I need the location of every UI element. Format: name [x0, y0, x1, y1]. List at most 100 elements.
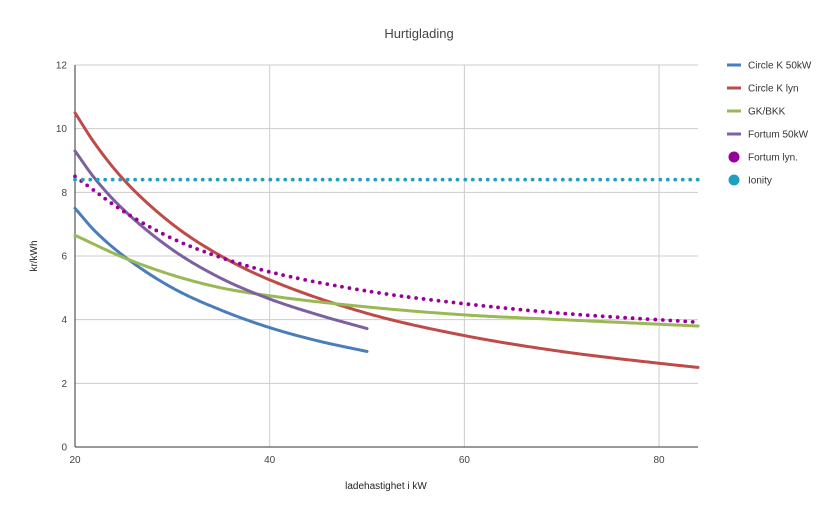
series-dot	[118, 177, 123, 182]
series-dot	[223, 257, 228, 261]
series-dot	[643, 177, 647, 182]
series-dot	[623, 315, 628, 320]
x-tick-label: 60	[459, 455, 471, 466]
series-dot	[660, 318, 665, 322]
series-dot	[680, 177, 685, 182]
series-dot	[690, 319, 695, 324]
series-dot	[399, 294, 404, 299]
series-dot	[320, 177, 325, 182]
series-dot	[365, 177, 370, 182]
series-dot	[155, 177, 160, 182]
series-dot	[167, 235, 172, 240]
series-dot	[395, 177, 400, 182]
legend-label: Circle K 50kW	[748, 61, 812, 72]
series-1	[73, 111, 700, 369]
series-dot	[575, 177, 580, 182]
legend: Circle K 50kW Circle K lyn GK/BKK Fortum 50…	[727, 61, 812, 187]
series-dot	[568, 177, 573, 182]
legend-label: Fortum lyn.	[748, 153, 798, 164]
series-4	[73, 174, 695, 324]
series-dot	[425, 177, 430, 182]
series-dot	[343, 177, 347, 182]
series-dot	[593, 313, 598, 318]
series-dot	[283, 177, 288, 182]
series-dot	[134, 217, 139, 222]
series-dot	[230, 177, 235, 182]
series-dot	[355, 287, 359, 292]
series-dot	[418, 177, 423, 182]
series-dot	[540, 309, 545, 314]
legend-marker	[728, 151, 740, 163]
x-tick-labels: 20 40 60 80	[69, 455, 665, 466]
series-line	[73, 233, 700, 328]
series-dot	[695, 177, 700, 182]
series-dot	[380, 177, 385, 182]
series-dot	[421, 297, 426, 301]
series-dot	[553, 177, 557, 182]
series-dot	[548, 310, 553, 315]
series-dot	[223, 177, 228, 182]
series-dot	[688, 177, 693, 182]
series-dot	[615, 315, 620, 320]
series-dot	[658, 177, 663, 182]
series-2	[73, 233, 700, 328]
series-dot	[384, 292, 389, 296]
series-dot	[518, 307, 523, 312]
series-dot	[481, 303, 486, 308]
series-dot	[645, 317, 650, 322]
series-dot	[88, 177, 93, 182]
legend-label: GK/BKK	[748, 107, 786, 118]
y-tick-label: 2	[61, 379, 67, 390]
series-dot	[406, 295, 411, 299]
series-dot	[266, 269, 271, 274]
series-dot	[466, 302, 471, 307]
series-dot	[133, 177, 138, 182]
series-dot	[444, 299, 448, 304]
legend-label: Fortum 50kW	[748, 130, 809, 141]
series-dot	[605, 177, 610, 182]
series-5	[73, 177, 700, 182]
series-dot	[583, 177, 588, 182]
series-dot	[590, 177, 595, 182]
series-dot	[496, 305, 500, 310]
legend-label: Circle K lyn	[748, 84, 799, 95]
series-dot	[125, 177, 130, 182]
series-dot	[73, 177, 77, 182]
series-dot	[638, 316, 642, 321]
series-dot	[313, 177, 318, 182]
series-dot	[305, 177, 310, 182]
series-dot	[215, 177, 220, 182]
series-dot	[369, 289, 374, 294]
x-tick-label: 40	[264, 455, 276, 466]
series-dot	[141, 221, 146, 226]
series-dot	[630, 316, 635, 321]
series-dot	[170, 177, 175, 182]
series-dot	[245, 263, 249, 268]
series-dot	[274, 271, 278, 276]
series-dot	[230, 259, 235, 264]
series-dot	[340, 284, 344, 289]
series-dot	[252, 265, 257, 270]
series-dot	[193, 177, 198, 182]
series-dot	[459, 301, 463, 306]
legend-item: Ionity	[728, 174, 772, 187]
y-tick-label: 10	[56, 124, 68, 135]
series-dot	[80, 177, 85, 182]
series-group	[73, 111, 700, 369]
series-dot	[653, 317, 658, 322]
series-dot	[97, 192, 102, 197]
gridlines	[74, 64, 698, 448]
series-dot	[545, 177, 550, 182]
series-dot	[325, 282, 330, 287]
series-dot	[253, 177, 257, 182]
series-dot	[328, 177, 333, 182]
legend-item: GK/BKK	[727, 107, 786, 118]
legend-item: Circle K 50kW	[727, 61, 812, 72]
series-dot	[608, 314, 613, 319]
x-axis-label: ladehastighet i kW	[345, 481, 427, 492]
series-dot	[455, 177, 460, 182]
series-dot	[526, 308, 530, 313]
series-dot	[429, 297, 433, 302]
legend-item: Fortum lyn.	[728, 151, 798, 164]
